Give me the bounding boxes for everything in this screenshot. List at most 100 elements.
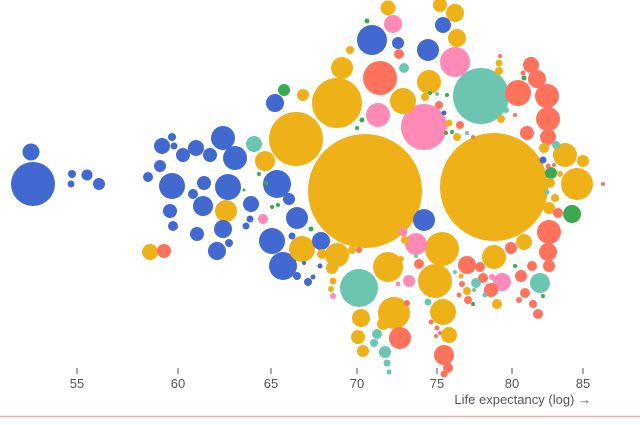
- bubble: [293, 272, 301, 280]
- bubble: [523, 57, 539, 73]
- bubble: [330, 293, 336, 299]
- bubble: [308, 226, 314, 232]
- bubble: [424, 298, 432, 306]
- bubble: [463, 287, 471, 295]
- bubble: [246, 215, 254, 223]
- bubble: [537, 220, 561, 244]
- bubble: [392, 37, 404, 49]
- bubble: [340, 269, 378, 307]
- bubble: [495, 59, 503, 67]
- bubble: [211, 126, 235, 150]
- bubble: [497, 115, 505, 123]
- bubble: [471, 302, 475, 306]
- bubble: [190, 227, 204, 241]
- bubble: [288, 232, 296, 240]
- bubble: [269, 112, 323, 166]
- bubble: [434, 334, 438, 338]
- bubble: [197, 176, 211, 190]
- bubble: [328, 286, 334, 292]
- bubble: [399, 63, 409, 73]
- bubble: [530, 273, 550, 293]
- bubble: [163, 204, 177, 218]
- bubble: [401, 104, 447, 150]
- bubble: [143, 172, 153, 182]
- bubble: [472, 288, 476, 292]
- bubble: [434, 325, 440, 331]
- bubble: [404, 300, 410, 306]
- bubble: [516, 234, 532, 250]
- bubble: [577, 155, 589, 167]
- bubble: [453, 68, 509, 124]
- bubble: [329, 277, 337, 285]
- bubble: [289, 236, 315, 262]
- bubble: [22, 143, 40, 161]
- bubble: [278, 84, 290, 96]
- bubble: [527, 261, 537, 271]
- bubble: [465, 131, 469, 135]
- bubble: [386, 369, 392, 375]
- bubble: [478, 273, 488, 283]
- bubble: [154, 138, 170, 154]
- bubble: [553, 208, 563, 218]
- bubble-layer: [11, 0, 605, 378]
- bubble: [541, 294, 545, 298]
- x-axis-title: Life expectancy (log) →: [454, 392, 591, 407]
- bubble: [445, 119, 453, 127]
- bubble: [398, 227, 408, 237]
- bubble: [428, 91, 432, 95]
- bubble: [403, 275, 415, 287]
- bubble: [383, 359, 391, 367]
- bubble: [545, 163, 551, 169]
- bubble: [223, 146, 247, 170]
- bubble: [159, 173, 185, 199]
- bubble: [418, 264, 452, 298]
- bubble: [456, 121, 464, 129]
- bubble: [258, 214, 268, 224]
- bubble: [443, 363, 453, 373]
- bubble: [533, 309, 543, 319]
- bubble: [456, 292, 462, 298]
- bubble: [373, 252, 403, 282]
- bubble: [203, 148, 217, 162]
- bubble: [377, 318, 389, 330]
- x-axis-tick-label: 85: [576, 376, 590, 391]
- bubble: [379, 346, 391, 358]
- bubble: [246, 136, 262, 152]
- bubble: [357, 345, 369, 357]
- bubble: [176, 148, 190, 162]
- bubble: [417, 70, 441, 94]
- bubble: [430, 299, 456, 325]
- bubble: [458, 273, 464, 279]
- bubble: [482, 245, 506, 269]
- bubble: [384, 15, 402, 33]
- bubble: [269, 252, 297, 280]
- bubble: [539, 156, 547, 164]
- bubble: [552, 141, 560, 149]
- bubble: [266, 94, 284, 112]
- bubble: [543, 260, 555, 272]
- bubble: [168, 133, 176, 141]
- bubble: [492, 299, 502, 309]
- bubble: [484, 283, 498, 297]
- bubble: [421, 93, 429, 101]
- bubble: [276, 203, 280, 207]
- bubble: [561, 168, 593, 200]
- x-axis-tick-label: 55: [70, 376, 84, 391]
- bubble: [425, 232, 459, 266]
- x-axis-tick-label: 75: [430, 376, 444, 391]
- bubble: [242, 188, 246, 192]
- bubble: [405, 233, 427, 255]
- bubble: [440, 133, 548, 241]
- bubble: [398, 256, 404, 262]
- bubble: [395, 281, 401, 287]
- bubble: [283, 193, 295, 205]
- bubble: [142, 244, 158, 260]
- bubble: [380, 0, 396, 16]
- bubble: [528, 70, 546, 88]
- bubble: [302, 261, 306, 265]
- bubble: [359, 117, 365, 123]
- bubble: [81, 169, 93, 181]
- bubble: [545, 167, 557, 179]
- bubble: [543, 202, 555, 214]
